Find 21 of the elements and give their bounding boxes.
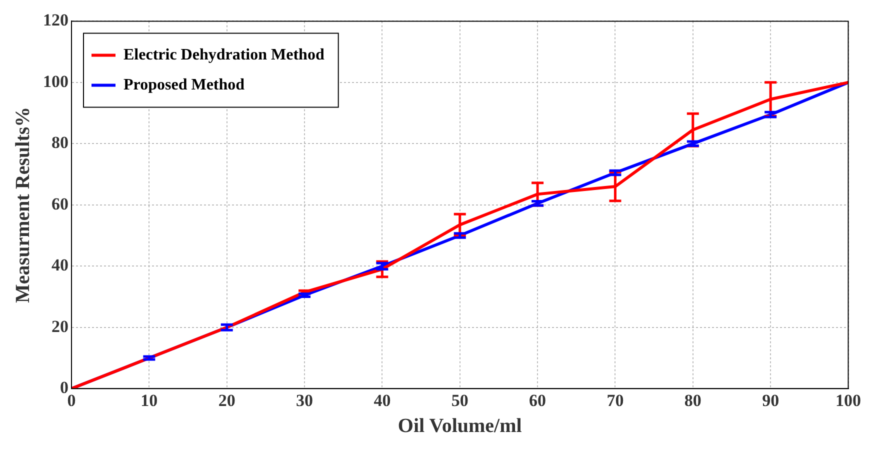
- y-tick-label: 100: [43, 72, 68, 91]
- x-tick-label: 60: [529, 391, 546, 410]
- x-tick-label: 40: [374, 391, 391, 410]
- x-tick-label: 70: [606, 391, 624, 410]
- x-tick-label: 80: [684, 391, 702, 410]
- x-tick-label: 100: [836, 391, 861, 410]
- x-tick-label: 90: [762, 391, 780, 410]
- y-tick-label: 60: [52, 194, 68, 214]
- y-axis-title: Measurment Results%: [12, 106, 34, 303]
- x-tick-label: 30: [296, 391, 314, 410]
- y-tick-label: 80: [52, 133, 68, 152]
- legend-label: Electric Dehydration Method: [124, 46, 324, 64]
- y-tick-label: 120: [43, 10, 68, 30]
- x-tick-label: 50: [451, 391, 468, 410]
- y-tick-label: 20: [52, 316, 68, 336]
- y-tick-label: 0: [60, 378, 68, 397]
- x-tick-label: 20: [218, 391, 236, 410]
- x-axis-title: Oil Volume/ml: [398, 415, 522, 438]
- legend-label: Proposed Method: [124, 76, 245, 94]
- y-tick-label: 40: [52, 256, 68, 275]
- x-tick-label: 10: [140, 391, 158, 410]
